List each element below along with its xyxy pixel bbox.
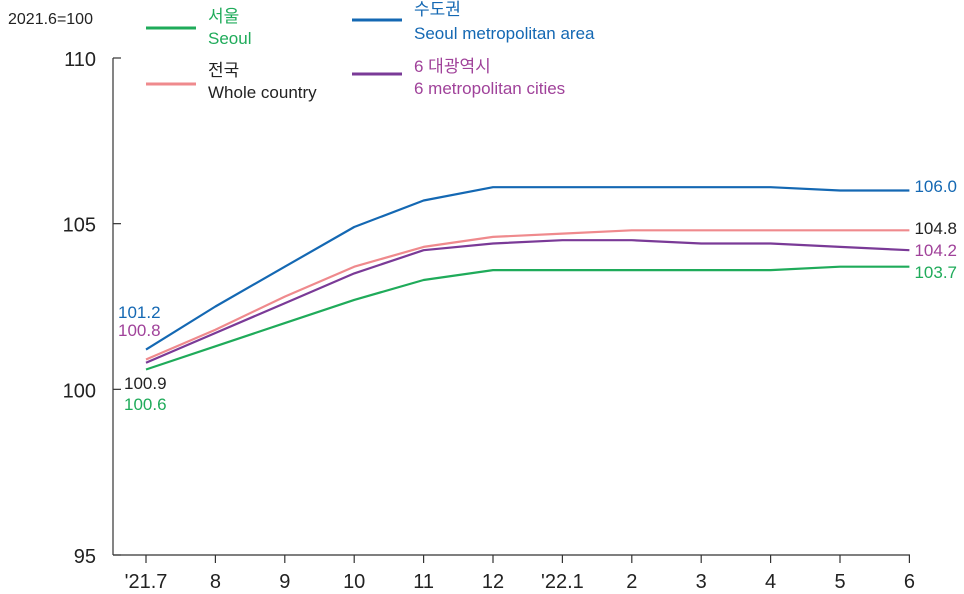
y-tick-label: 100 [63,380,96,402]
series-lines [145,186,910,371]
legend-label-ko: 서울 [208,7,239,26]
data-label: 104.8 [914,219,957,238]
y-tick-label: 105 [63,215,96,237]
series-line-seoul [145,265,910,371]
unit-label: 2021.6=100 [8,11,93,28]
series-line-whole [145,229,910,361]
y-tick-label: 95 [74,546,96,568]
data-label: 101.2 [118,303,161,322]
legend: 서울 Seoul 전국 Whole country 수도권 Seoul metropoli… [146,0,595,102]
legend-label-en: 6 metropolitan cities [414,79,565,98]
legend-label-en: Seoul [208,29,251,48]
x-tick-label: 12 [482,571,504,593]
y-tick-label: 110 [64,49,96,71]
x-tick-label: 5 [834,571,845,593]
x-tick-label: 10 [343,571,365,593]
data-label: 103.7 [914,263,957,282]
legend-item: 6 대광역시 6 metropolitan cities [352,57,565,98]
x-tick-label: 9 [279,571,290,593]
data-label: 104.2 [914,241,957,260]
legend-label-en: Seoul metropolitan area [414,24,595,43]
axes: 95 100 105 110 '21.7 8 9 10 11 12 '22.1 2 3 4 5 6 [63,49,915,593]
x-tick-label: 4 [765,571,776,593]
x-tick-label: 2 [626,571,637,593]
series-line-metro_area [145,186,910,351]
legend-label-en: Whole country [208,83,317,102]
data-label: 106.0 [914,177,957,196]
legend-item: 수도권 Seoul metropolitan area [352,0,595,43]
x-tick-label: '21.7 [125,571,168,593]
legend-label-ko: 전국 [208,61,239,80]
legend-label-ko: 6 대광역시 [414,57,491,76]
x-tick-label: 8 [210,571,221,593]
x-tick-label: 3 [696,571,707,593]
x-tick-label: '22.1 [541,571,584,593]
data-label: 100.8 [118,321,161,340]
legend-label-ko: 수도권 [414,0,461,19]
x-tick-label: 11 [413,571,434,593]
x-tick-label: 6 [904,571,915,593]
data-label: 100.6 [124,395,167,414]
data-label: 100.9 [124,374,167,393]
series-line-six_cities [145,239,910,364]
legend-item: 전국 Whole country [146,61,317,102]
legend-item: 서울 Seoul [146,7,251,48]
